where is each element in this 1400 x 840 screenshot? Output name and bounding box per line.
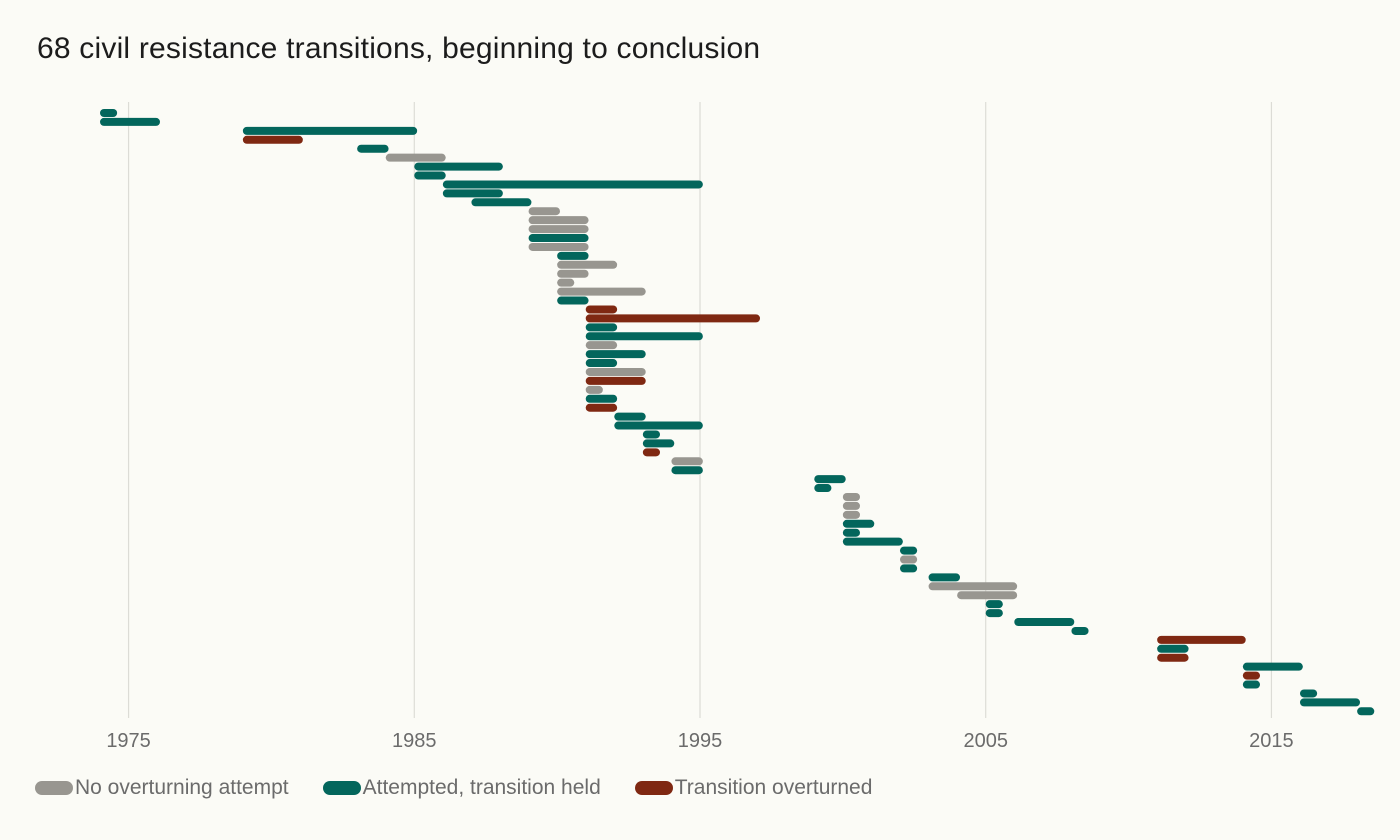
transition-bar	[442, 189, 503, 198]
transition-bar	[1300, 698, 1360, 707]
transition-bar	[557, 269, 589, 278]
transition-bar	[671, 457, 703, 466]
x-tick-label: 1975	[106, 730, 151, 752]
transition-bar	[585, 341, 618, 350]
transition-bar	[1242, 671, 1260, 680]
transition-bar	[585, 314, 760, 323]
transition-bar	[585, 305, 618, 314]
transition-bar	[671, 466, 703, 475]
transition-bar	[642, 439, 675, 448]
transition-bar	[900, 546, 918, 555]
transition-bar	[928, 573, 960, 582]
transition-bar	[900, 555, 918, 564]
transition-bar	[242, 126, 418, 135]
x-tick-label: 1985	[392, 730, 437, 752]
transition-bar	[1242, 662, 1303, 671]
transition-bar	[985, 609, 1003, 618]
chart-title: 68 civil resistance transitions, beginni…	[37, 32, 761, 65]
transition-bar	[928, 582, 1018, 591]
transition-bar	[1157, 653, 1189, 662]
transition-bar	[842, 519, 875, 528]
transition-bar	[842, 528, 860, 537]
transition-bar	[642, 430, 660, 439]
transition-bar	[842, 537, 903, 546]
transition-bar	[557, 278, 575, 287]
transition-bar	[585, 385, 603, 394]
transition-bars	[100, 109, 1375, 716]
transition-bar	[842, 501, 860, 510]
transition-bar	[471, 198, 532, 207]
transition-bar	[1157, 635, 1246, 644]
legend-item-overturned: Transition overturned	[634, 776, 873, 800]
transition-bar	[528, 225, 589, 234]
transition-bar	[557, 260, 618, 269]
transition-bar	[1300, 689, 1318, 698]
transition-bar	[814, 484, 832, 493]
transition-bar	[385, 153, 446, 162]
transition-bar	[414, 171, 446, 180]
transition-bar	[100, 109, 118, 117]
transition-bar	[557, 296, 589, 305]
transition-bar	[585, 403, 618, 412]
transition-bar	[585, 376, 646, 385]
x-tick-label: 2015	[1249, 730, 1294, 752]
transition-bar	[1242, 680, 1260, 689]
transition-bar	[1071, 626, 1089, 635]
transition-bar	[585, 332, 703, 341]
chart-plot: 1975 1985 1995 2005 2015	[100, 102, 1375, 752]
transition-bar	[985, 600, 1003, 609]
x-axis-ticks: 1975 1985 1995 2005 2015	[106, 730, 1293, 752]
legend-item-held: Attempted, transition held	[322, 776, 601, 800]
transition-bar	[614, 421, 703, 430]
transition-bar	[957, 591, 1018, 600]
transition-bar	[842, 510, 860, 519]
transition-bar	[1157, 644, 1189, 653]
transition-bar	[585, 323, 618, 332]
x-tick-label: 2005	[963, 730, 1008, 752]
transition-bar	[557, 287, 646, 296]
transition-bar	[100, 117, 160, 126]
legend-item-none: No overturning attempt	[35, 776, 289, 800]
transition-bar	[242, 135, 303, 144]
transition-bar	[585, 359, 618, 368]
transition-bar	[585, 367, 646, 376]
transition-bar	[528, 234, 589, 243]
transition-bar	[557, 251, 589, 260]
transition-bar	[585, 350, 646, 359]
transition-bar	[614, 412, 646, 421]
legend-swatch-overturned	[634, 781, 673, 795]
transition-bar	[1014, 618, 1075, 627]
legend-swatch-none	[35, 781, 73, 795]
legend-label-held: Attempted, transition held	[362, 776, 601, 799]
legend-label-none: No overturning attempt	[75, 776, 289, 799]
transition-bar	[528, 216, 589, 225]
transition-bar	[585, 394, 618, 403]
transition-bar	[642, 448, 660, 457]
transition-bar	[414, 162, 503, 171]
transition-bar	[1357, 707, 1375, 716]
transition-bar	[528, 242, 589, 251]
transition-bar	[842, 492, 860, 501]
transition-bar	[814, 475, 846, 484]
gridlines	[127, 102, 1273, 718]
legend-swatch-held	[322, 781, 361, 795]
transition-bar	[900, 564, 918, 573]
legend: No overturning attempt Attempted, transi…	[35, 776, 906, 800]
x-tick-label: 1995	[678, 730, 723, 752]
transition-bar	[442, 180, 703, 189]
transition-bar	[357, 144, 389, 153]
legend-label-overturned: Transition overturned	[674, 776, 873, 799]
transition-bar	[528, 207, 560, 216]
